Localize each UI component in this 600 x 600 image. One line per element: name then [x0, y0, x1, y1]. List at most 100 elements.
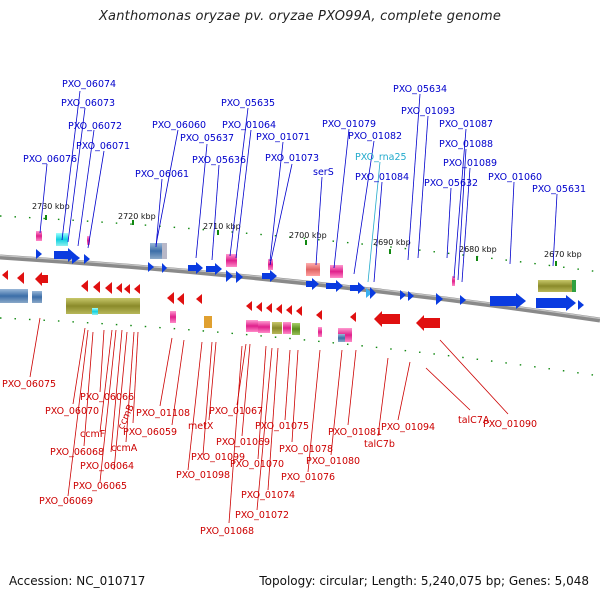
gene-label[interactable]: PXO_01075	[255, 421, 309, 432]
forward-cds	[400, 290, 406, 300]
gene-label[interactable]: PXO_06073	[61, 98, 115, 109]
gene-label[interactable]: PXO_01089	[443, 158, 497, 169]
gene-label[interactable]: PXO_05631	[532, 184, 586, 195]
gene-label[interactable]: PXO_01093	[401, 106, 455, 117]
gene-label[interactable]: PXO_05634	[393, 84, 447, 95]
gene-label[interactable]: talC7b	[364, 439, 395, 450]
leader-line	[367, 161, 381, 283]
reverse-cds	[177, 293, 184, 305]
reverse-cds	[81, 280, 88, 292]
gene-label[interactable]: PXO_01060	[488, 172, 542, 183]
kbp-tick	[476, 256, 478, 261]
leader-line	[99, 329, 117, 483]
gene-label[interactable]: PXO_06064	[80, 461, 134, 472]
gene-label[interactable]: PXO_05636	[192, 155, 246, 166]
gene-label[interactable]: PXO_06065	[73, 481, 127, 492]
gene-label[interactable]: PXO_01090	[483, 419, 537, 430]
feature-box	[283, 322, 291, 334]
gene-label[interactable]: PXO_01070	[230, 459, 284, 470]
gene-label[interactable]: PXO_06060	[152, 120, 206, 131]
leader-line	[256, 347, 273, 511]
forward-cds	[206, 263, 222, 275]
gene-label[interactable]: PXO_01069	[216, 437, 270, 448]
leader-line	[228, 345, 243, 524]
kbp-label: 2690 kbp	[373, 238, 411, 247]
gene-label[interactable]: PXO_01098	[176, 470, 230, 481]
leader-line	[439, 339, 509, 415]
feature-box	[246, 320, 258, 332]
gene-label[interactable]: PXO_01082	[348, 131, 402, 142]
forward-cds	[54, 248, 76, 262]
reverse-labels: PXO_06075 PXO_06066 PXO_06070 ccmB ccmF …	[2, 379, 537, 537]
feature-box	[292, 323, 300, 335]
gene-label[interactable]: ccmF	[80, 429, 105, 440]
gene-label[interactable]: ccmA	[111, 443, 138, 454]
leader-line	[61, 90, 81, 241]
leader-line	[509, 181, 515, 265]
kbp-tick	[132, 220, 134, 225]
leader-line	[291, 349, 299, 443]
gene-label[interactable]: PXO_06074	[62, 79, 116, 90]
feature-box	[306, 263, 320, 276]
gene-label[interactable]: PXO_06072	[68, 121, 122, 132]
gene-label[interactable]: PXO_01074	[241, 490, 295, 501]
gene-label[interactable]: PXO_01081	[328, 427, 382, 438]
forward-cds	[162, 263, 167, 273]
leader-line	[67, 107, 86, 243]
gene-label[interactable]: PXO_01071	[256, 132, 310, 143]
gene-label[interactable]: PXO_01067	[209, 406, 263, 417]
forward-cds	[370, 287, 376, 299]
reverse-cds	[2, 270, 8, 280]
gene-label[interactable]: metX	[188, 421, 214, 432]
gene-label[interactable]: PXO_01084	[355, 172, 409, 183]
kbp-tick	[305, 240, 307, 245]
gene-label[interactable]: PXO_01094	[381, 422, 435, 433]
gene-label[interactable]: PXO_01108	[136, 408, 190, 419]
gene-label[interactable]: PXO_01064	[222, 120, 276, 131]
gene-label[interactable]: PXO_06059	[123, 427, 177, 438]
gene-label[interactable]: PXO_06066	[80, 392, 134, 403]
forward-cds	[408, 291, 414, 301]
gene-label[interactable]: PXO_06069	[39, 496, 93, 507]
leader-line	[125, 331, 135, 443]
leader-line	[269, 163, 293, 266]
leader-line	[330, 349, 343, 456]
gene-label[interactable]: PXO_01073	[265, 153, 319, 164]
gene-label[interactable]: PXO_06076	[23, 154, 77, 165]
gene-label[interactable]: PXO_05635	[221, 98, 275, 109]
leader-line	[67, 329, 89, 497]
gene-label[interactable]: PXO_01076	[281, 472, 335, 483]
reverse-cds	[374, 311, 400, 327]
gene-label[interactable]: PXO_06070	[45, 406, 99, 417]
gene-label[interactable]: PXO_06071	[76, 141, 130, 152]
gene-label[interactable]: PXO_06061	[135, 169, 189, 180]
leader-line	[83, 331, 94, 447]
leader-line	[235, 129, 252, 259]
gene-label[interactable]: talC7A	[458, 415, 490, 426]
gene-label[interactable]: PXO_01079	[322, 119, 376, 130]
gene-label[interactable]: PXO_05637	[180, 133, 234, 144]
reverse-cds	[316, 310, 322, 320]
gene-label[interactable]: PXO_01072	[235, 510, 289, 521]
leader-line	[397, 361, 411, 421]
gene-label[interactable]: PXO_01087	[439, 119, 493, 130]
gene-label[interactable]: PXO_01088	[439, 139, 493, 150]
gene-label[interactable]: PXO_01068	[200, 526, 254, 537]
gene-label[interactable]: PXO_rna25	[355, 152, 407, 163]
gene-label[interactable]: serS	[313, 167, 334, 178]
leader-line	[267, 347, 279, 491]
feature-box	[150, 243, 162, 259]
gene-label[interactable]: PXO_01080	[306, 456, 360, 467]
gene-label[interactable]: PXO_06068	[50, 447, 104, 458]
feature-box	[32, 291, 42, 303]
gene-label[interactable]: PXO_01078	[279, 444, 333, 455]
reverse-cds	[266, 303, 272, 313]
leader-line	[457, 148, 467, 281]
gene-label[interactable]: PXO_01099	[191, 452, 245, 463]
forward-cds	[84, 254, 90, 264]
gene-label[interactable]: PXO_06075	[2, 379, 56, 390]
forward-cds	[236, 271, 243, 283]
feature-box	[92, 308, 98, 315]
gene-label[interactable]: PXO_05632	[424, 178, 478, 189]
